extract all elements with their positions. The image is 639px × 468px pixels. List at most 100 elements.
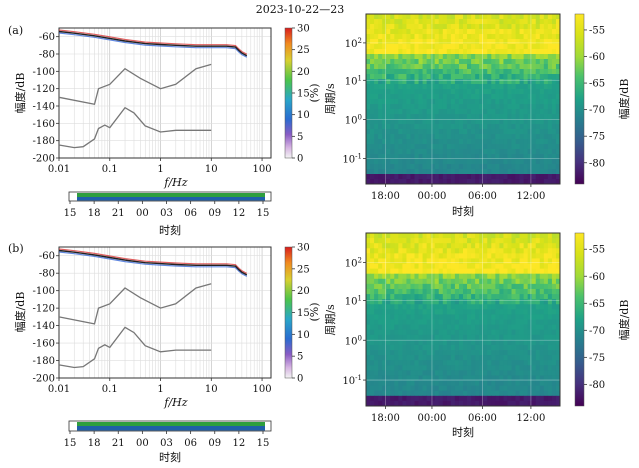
- spectrogram-cell: [499, 94, 504, 100]
- spectrogram-cell: [479, 59, 484, 65]
- spectrogram-cell: [446, 309, 452, 315]
- spectrogram-cell: [539, 29, 545, 35]
- spectrogram-cell: [378, 24, 383, 30]
- spectrogram-cell: [406, 84, 411, 90]
- spectrogram-cell: [479, 164, 484, 170]
- spectrogram-cell: [519, 14, 525, 20]
- spectrogram-cell: [503, 339, 508, 346]
- spectrogram-cell: [527, 248, 533, 254]
- spectrogram-cell: [491, 329, 496, 336]
- spectrogram-cell: [422, 94, 428, 100]
- spectrogram-cell: [406, 104, 411, 110]
- spectrogram-cell: [390, 390, 395, 397]
- spectrogram-cell: [531, 159, 537, 165]
- spectrogram-cell: [398, 288, 403, 295]
- spectrogram-cell: [394, 360, 399, 366]
- spectrogram-cell: [511, 233, 516, 239]
- spectrogram-cell: [406, 253, 411, 259]
- spectrogram-cell: [523, 99, 529, 105]
- spectrogram-cell: [442, 29, 448, 35]
- spectrogram-cell: [475, 380, 480, 387]
- spectrogram-cell: [410, 64, 415, 70]
- spectrogram-cell: [378, 109, 383, 115]
- spectrogram-cell: [378, 69, 383, 75]
- spectrogram-cell: [442, 179, 448, 185]
- spectrogram-cell: [495, 238, 500, 244]
- spectrogram-cell: [527, 159, 533, 165]
- spectrogram-cell: [366, 273, 371, 280]
- spectrogram-cell: [527, 233, 533, 239]
- spectrogram-cell: [483, 350, 488, 356]
- spectrogram-cell: [378, 360, 383, 366]
- spectrogram-cell: [366, 114, 371, 120]
- spectrogram-cell: [446, 69, 452, 75]
- spectrogram-cell: [410, 149, 415, 155]
- spectrogram-cell: [479, 390, 484, 397]
- spectrogram-cell: [426, 268, 432, 275]
- spectrogram-cell: [386, 169, 391, 175]
- spectrogram-cell: [463, 84, 468, 90]
- spectrogram-cell: [454, 159, 460, 165]
- spectrogram-cell: [499, 258, 504, 264]
- spectrogram-cell: [390, 288, 395, 295]
- spectrogram-cell: [475, 129, 480, 135]
- coverage-xlabel: 时刻: [159, 223, 181, 237]
- spectrogram-cell: [414, 268, 419, 275]
- spectrogram-cell: [483, 159, 488, 165]
- spectrogram-cell: [519, 69, 525, 75]
- spectrogram-cell: [370, 99, 375, 105]
- spectrogram-cell: [547, 243, 553, 249]
- spectrogram-cell: [523, 104, 529, 110]
- spectrogram-cell: [390, 360, 395, 366]
- spectrogram-cell: [467, 390, 472, 397]
- spectrogram-cell: [382, 29, 387, 35]
- spectrogram-cell: [515, 99, 520, 105]
- spectrogram-cell: [547, 139, 553, 145]
- spectrogram-cell: [442, 124, 448, 130]
- spectrogram-cell: [475, 149, 480, 155]
- spectrogram-cell: [535, 164, 541, 170]
- spectrogram-cell: [378, 14, 383, 20]
- spectrogram-cell: [414, 74, 419, 80]
- spectrogram-cell: [374, 334, 379, 341]
- spectrogram-cell: [463, 309, 468, 315]
- spectrogram-cell: [426, 370, 432, 376]
- coverage-blue-band: [77, 426, 265, 431]
- spectrogram-cell: [442, 104, 448, 110]
- spectrogram-cell: [402, 395, 407, 402]
- spectrogram-cell: [531, 288, 537, 295]
- spectrogram-cell: [515, 355, 520, 361]
- spectrogram-cell: [390, 375, 395, 381]
- spectrogram-cell: [370, 273, 375, 280]
- spectrogram-cell: [422, 114, 428, 120]
- spectrogram-cell: [531, 329, 537, 336]
- spectrogram-cell: [434, 104, 440, 110]
- spectrogram-cell: [499, 233, 504, 239]
- spectrogram-cell: [547, 49, 553, 55]
- spectrogram-cell: [555, 79, 561, 85]
- psd-plot-b: -60-80-100-120-140-160-180-200 0.01 0.1 1 1…: [13, 246, 272, 409]
- spectrogram-cell: [458, 89, 464, 95]
- spectrogram-cell: [551, 114, 557, 120]
- spectrogram-cell: [495, 34, 500, 40]
- spectrogram-cell: [499, 59, 504, 65]
- spectrogram-cell: [555, 159, 561, 165]
- spectrogram-cell: [406, 360, 411, 366]
- spectrogram-cell: [454, 24, 460, 30]
- spectrogram-cell: [406, 324, 411, 331]
- spectrogram-cell: [454, 299, 460, 305]
- spectrogram-cell: [446, 24, 452, 30]
- spectrogram-cell: [519, 124, 525, 130]
- spectrogram-cell: [479, 149, 484, 155]
- spectrogram-cell: [503, 79, 508, 85]
- spectrogram-cell: [475, 375, 480, 381]
- coverage-tick-label: 15: [64, 208, 77, 219]
- spectrogram-cell: [499, 104, 504, 110]
- spectrogram-cell: [495, 29, 500, 35]
- spectrogram-cell: [438, 248, 444, 254]
- spectrogram-cell: [507, 119, 512, 125]
- spectrogram-cell: [382, 39, 387, 45]
- spectrogram-cell: [438, 59, 444, 65]
- spectrogram-cell: [422, 258, 428, 264]
- spectrogram-cell: [386, 365, 391, 371]
